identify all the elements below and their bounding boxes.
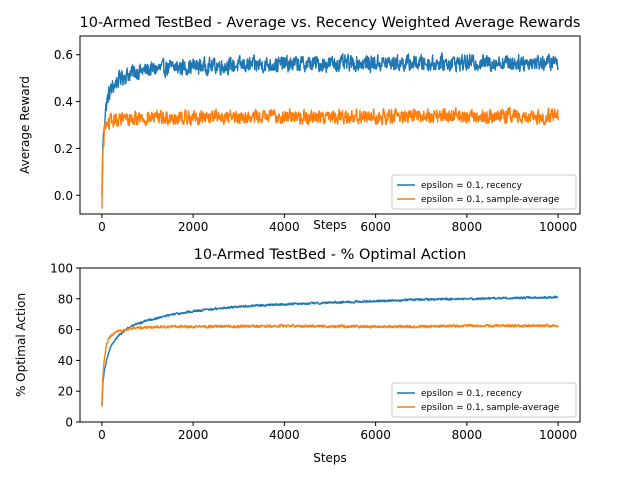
- y-tick-label: 20: [58, 385, 73, 399]
- y-tick-label: 0.2: [54, 142, 73, 156]
- series-line-recency: [101, 295, 559, 407]
- x-tick-label: 10000: [539, 220, 577, 234]
- x-tick-label: 10000: [539, 428, 577, 442]
- x-tick-label: 8000: [452, 220, 483, 234]
- legend-entry: epsilon = 0.1, recency: [421, 181, 523, 191]
- y-tick-label: 60: [58, 323, 73, 337]
- series-line-sample-average: [101, 323, 559, 407]
- x-tick-label: 0: [98, 428, 106, 442]
- legend: epsilon = 0.1, recency epsilon = 0.1, sam…: [391, 174, 577, 210]
- y-tick-label: 40: [58, 354, 73, 368]
- legend-entry: epsilon = 0.1, sample-average: [421, 403, 560, 413]
- chart-2: 10-Armed TestBed - % Optimal Action 0 2000…: [14, 247, 581, 465]
- series-line-recency: [101, 52, 559, 195]
- x-tick-label: 4000: [269, 220, 300, 234]
- x-tick-label: 8000: [452, 428, 483, 442]
- y-tick-label: 0.0: [54, 189, 73, 203]
- y-tick-label: 0.4: [54, 95, 73, 109]
- chart-title: 10-Armed TestBed - Average vs. Recency W…: [80, 15, 581, 31]
- y-axis-label: Average Reward: [18, 76, 32, 174]
- axes-frame: [79, 35, 581, 215]
- legend-entry: epsilon = 0.1, recency: [421, 389, 523, 399]
- chart-title: 10-Armed TestBed - % Optimal Action: [194, 247, 467, 263]
- legend-entry: epsilon = 0.1, sample-average: [421, 195, 560, 205]
- chart-1: 10-Armed TestBed - Average vs. Recency W…: [18, 15, 581, 234]
- legend-box: [391, 382, 577, 418]
- y-tick-label: 100: [50, 262, 73, 276]
- x-tick-label: 0: [98, 220, 106, 234]
- y-tick-label: 80: [58, 292, 73, 306]
- x-tick-label: 2000: [178, 428, 209, 442]
- series-line-sample-average: [101, 106, 559, 209]
- x-tick-label: 2000: [178, 220, 209, 234]
- axes-frame: [79, 267, 581, 423]
- legend: epsilon = 0.1, recency epsilon = 0.1, sam…: [391, 382, 577, 418]
- y-tick-label: 0.6: [54, 48, 73, 62]
- x-tick-label: 6000: [360, 220, 391, 234]
- y-tick-label: 0: [65, 416, 73, 430]
- x-tick-label: 4000: [269, 428, 300, 442]
- y-axis-label: % Optimal Action: [14, 293, 28, 397]
- x-tick-label: 6000: [360, 428, 391, 442]
- legend-box: [391, 174, 577, 210]
- x-axis-label: Steps: [313, 451, 347, 465]
- x-axis-label: Steps: [313, 218, 347, 232]
